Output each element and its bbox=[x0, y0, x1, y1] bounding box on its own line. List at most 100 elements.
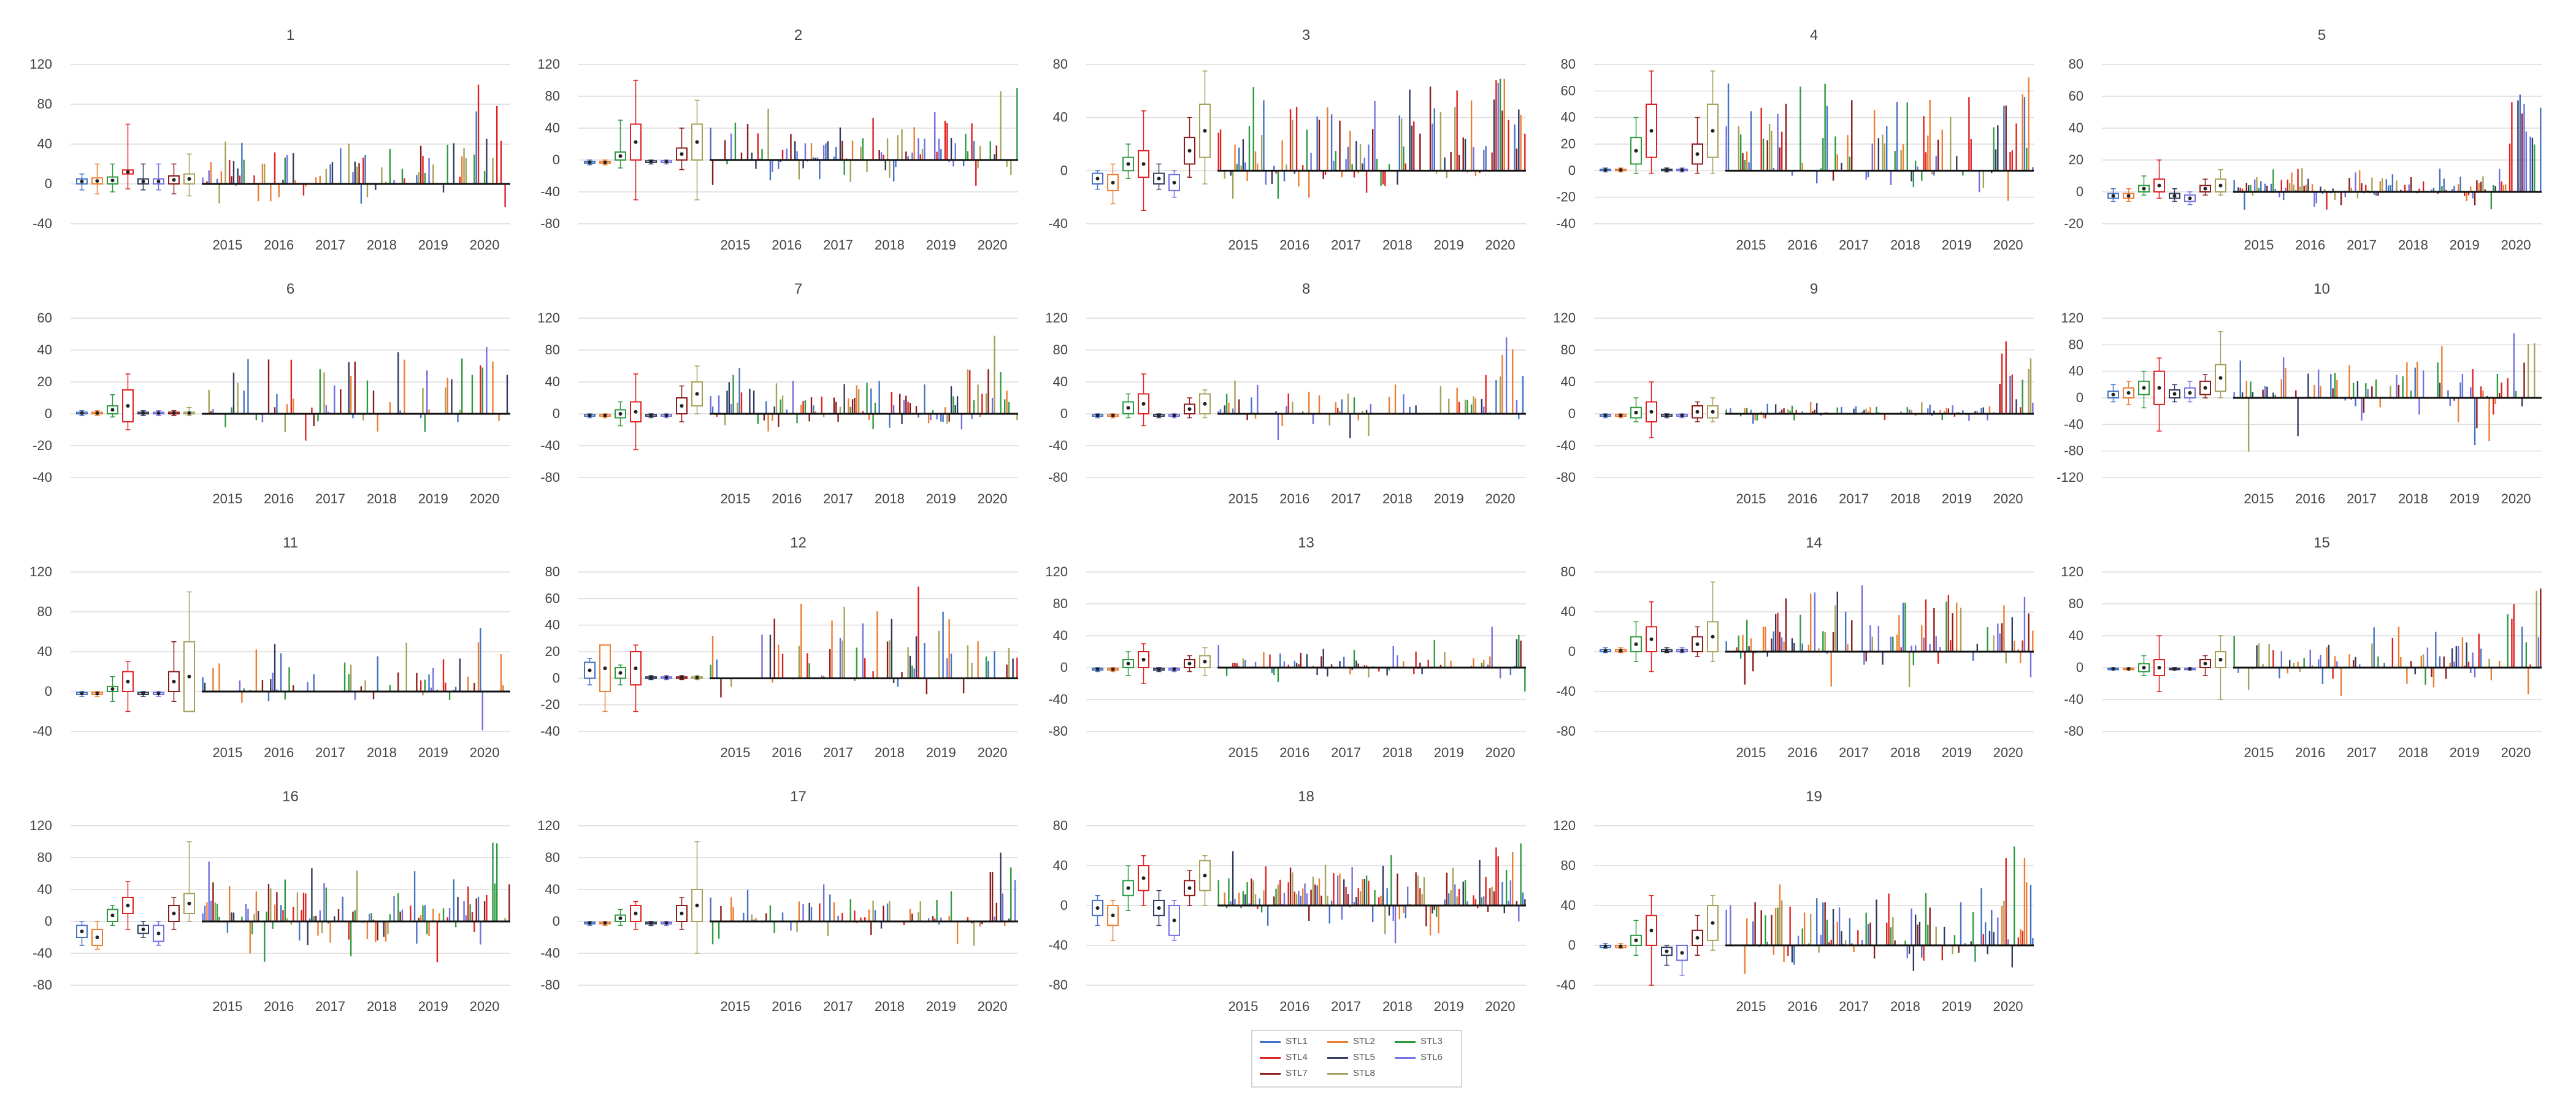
x-tick-label: 2015 bbox=[2244, 491, 2274, 506]
box-mean bbox=[1141, 658, 1146, 661]
box-mean bbox=[110, 687, 115, 691]
legend-item-stl7: STL7 bbox=[1260, 1068, 1308, 1078]
x-tick-label: 2018 bbox=[1890, 237, 1920, 253]
y-tick-label: 80 bbox=[1053, 596, 1068, 611]
x-tick-label: 2017 bbox=[1331, 745, 1361, 760]
y-tick-label: 40 bbox=[1561, 604, 1576, 619]
box-mean bbox=[634, 410, 638, 414]
y-tick-label: 80 bbox=[1561, 342, 1576, 357]
chart-title: 11 bbox=[283, 535, 298, 551]
chart-title: 8 bbox=[1302, 281, 1310, 297]
x-tick-label: 2019 bbox=[1434, 745, 1464, 760]
x-tick-label: 2018 bbox=[2398, 237, 2428, 253]
chart-6: 6 60 40 20 0 -20 -40 2015 2016 2017 2018 2019 2020 bbox=[33, 281, 510, 506]
y-tick-label: 60 bbox=[1561, 83, 1576, 98]
box-mean bbox=[680, 912, 684, 915]
y-tick-label: 120 bbox=[537, 56, 560, 72]
y-tick-label: 40 bbox=[545, 882, 560, 897]
x-tick-label: 2020 bbox=[1993, 237, 2023, 253]
x-tick-label: 2016 bbox=[772, 237, 802, 253]
x-tick-label: 2017 bbox=[1331, 491, 1361, 506]
box-mean bbox=[603, 413, 607, 417]
y-tick-label: 80 bbox=[545, 850, 560, 865]
box-mean bbox=[618, 154, 623, 158]
box-mean bbox=[1111, 667, 1115, 671]
box-mean bbox=[1172, 667, 1176, 671]
y-tick-label: 40 bbox=[1053, 858, 1068, 873]
box-mean bbox=[649, 676, 653, 680]
legend-label: STL1 bbox=[1286, 1036, 1308, 1047]
box-mean bbox=[141, 411, 145, 415]
box-mean bbox=[1111, 913, 1115, 918]
x-tick-label: 2017 bbox=[823, 745, 853, 760]
legend-label: STL4 bbox=[1286, 1052, 1308, 1062]
x-tick-label: 2017 bbox=[2347, 491, 2377, 506]
box-mean bbox=[618, 412, 623, 416]
box-mean bbox=[126, 170, 130, 174]
y-tick-label: 0 bbox=[553, 670, 560, 685]
y-tick-label: -40 bbox=[33, 470, 52, 485]
box-mean bbox=[110, 913, 115, 918]
y-tick-label: -40 bbox=[1048, 438, 1068, 453]
y-tick-label: 80 bbox=[545, 88, 560, 104]
box-mean bbox=[2218, 183, 2223, 188]
legend-label: STL2 bbox=[1353, 1036, 1375, 1047]
box-mean bbox=[80, 692, 84, 696]
chart-16: 16 120 80 40 0 -40 -80 2015 2016 2017 2018 2019 2020 bbox=[29, 788, 510, 1014]
y-tick-label: -40 bbox=[1048, 216, 1068, 231]
y-tick-label: 120 bbox=[537, 310, 560, 326]
box-mean bbox=[1619, 413, 1623, 417]
x-tick-label: 2018 bbox=[1382, 745, 1413, 760]
x-tick-label: 2019 bbox=[2450, 237, 2480, 253]
box-mean bbox=[2157, 666, 2161, 669]
chart-title: 12 bbox=[790, 535, 807, 551]
chart-title: 7 bbox=[794, 281, 802, 297]
box-mean bbox=[588, 160, 592, 164]
box-mean bbox=[1603, 168, 1608, 172]
x-tick-label: 2015 bbox=[720, 999, 750, 1014]
box-mean bbox=[1141, 402, 1146, 406]
y-tick-label: -80 bbox=[33, 977, 52, 993]
box-mean bbox=[2172, 392, 2177, 396]
x-tick-label: 2015 bbox=[2244, 745, 2274, 760]
box-mean bbox=[172, 178, 176, 182]
box-mean bbox=[1603, 649, 1608, 653]
x-tick-label: 2018 bbox=[1382, 491, 1413, 506]
y-tick-label: 120 bbox=[2061, 564, 2083, 579]
y-tick-label: -40 bbox=[540, 723, 560, 739]
box-mean bbox=[1187, 661, 1192, 666]
x-tick-label: 2020 bbox=[978, 745, 1008, 760]
y-tick-label: 0 bbox=[45, 913, 52, 929]
box-mean bbox=[1172, 413, 1176, 417]
box-mean bbox=[1095, 906, 1100, 910]
x-tick-label: 2020 bbox=[470, 999, 500, 1014]
y-tick-label: 0 bbox=[1060, 660, 1068, 675]
y-tick-label: 20 bbox=[37, 374, 52, 389]
box-mean bbox=[1665, 649, 1669, 653]
x-tick-label: 2017 bbox=[1839, 491, 1869, 506]
x-tick-label: 2020 bbox=[1485, 745, 1516, 760]
box-mean bbox=[156, 931, 161, 936]
box-mean bbox=[1680, 168, 1684, 172]
y-tick-label: 40 bbox=[37, 644, 52, 659]
chart-title: 9 bbox=[1810, 281, 1818, 297]
chart-18: 18 80 40 0 -40 -80 2015 2016 2017 2018 2019 2020 bbox=[1048, 788, 1526, 1014]
x-tick-label: 2019 bbox=[1942, 999, 1972, 1014]
y-tick-label: -40 bbox=[33, 216, 52, 231]
y-tick-label: 80 bbox=[1561, 858, 1576, 873]
box-mean bbox=[618, 916, 623, 920]
y-tick-label: -40 bbox=[540, 945, 560, 961]
y-tick-label: -40 bbox=[1048, 937, 1068, 953]
x-tick-label: 2015 bbox=[212, 999, 242, 1014]
box-mean bbox=[2157, 386, 2161, 390]
legend-item-stl8: STL8 bbox=[1327, 1068, 1375, 1078]
box-mean bbox=[603, 160, 607, 164]
box-mean bbox=[1187, 148, 1192, 153]
chart-title: 3 bbox=[1302, 27, 1310, 44]
legend-label: STL3 bbox=[1420, 1036, 1443, 1047]
y-tick-label: -80 bbox=[540, 216, 560, 231]
x-tick-label: 2016 bbox=[2295, 237, 2325, 253]
box-mean bbox=[1665, 949, 1669, 953]
box-mean bbox=[1649, 637, 1654, 641]
y-tick-label: 0 bbox=[45, 684, 52, 699]
